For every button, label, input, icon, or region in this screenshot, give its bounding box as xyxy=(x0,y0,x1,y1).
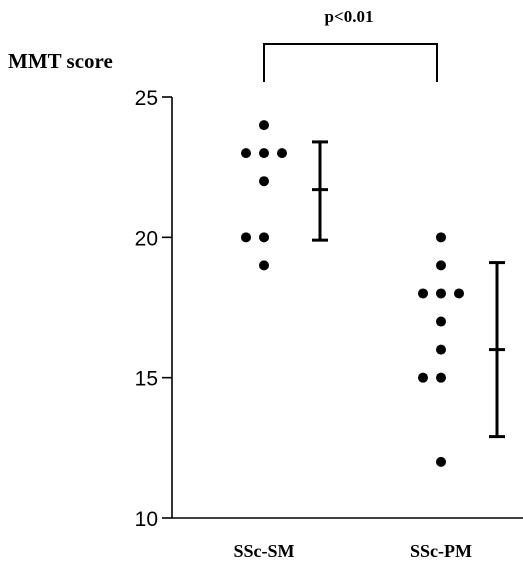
data-point xyxy=(241,148,251,158)
y-axis-label: MMT score xyxy=(8,49,113,73)
y-tick-label: 20 xyxy=(135,227,158,250)
data-point xyxy=(436,260,446,270)
data-point xyxy=(436,232,446,242)
significance-label: p<0.01 xyxy=(325,7,374,26)
data-point xyxy=(259,120,269,130)
data-point xyxy=(436,373,446,383)
data-point xyxy=(436,457,446,467)
data-point xyxy=(436,288,446,298)
x-tick-label: SSc-SM xyxy=(233,541,294,561)
data-point xyxy=(259,260,269,270)
data-point xyxy=(418,288,428,298)
data-point xyxy=(436,345,446,355)
y-tick-label: 25 xyxy=(135,87,158,110)
data-point xyxy=(436,317,446,327)
data-point xyxy=(259,176,269,186)
axes: 10 15 20 25 SSc-SM SSc-PM xyxy=(135,87,523,561)
chart-marks xyxy=(241,44,505,467)
data-point xyxy=(259,148,269,158)
y-tick-label: 10 xyxy=(135,508,158,531)
x-tick-label: SSc-PM xyxy=(410,541,472,561)
data-point xyxy=(454,288,464,298)
y-tick-label: 15 xyxy=(135,368,158,391)
data-point xyxy=(418,373,428,383)
data-point xyxy=(241,232,251,242)
significance-bracket xyxy=(264,44,437,82)
data-point xyxy=(259,232,269,242)
data-point xyxy=(277,148,287,158)
